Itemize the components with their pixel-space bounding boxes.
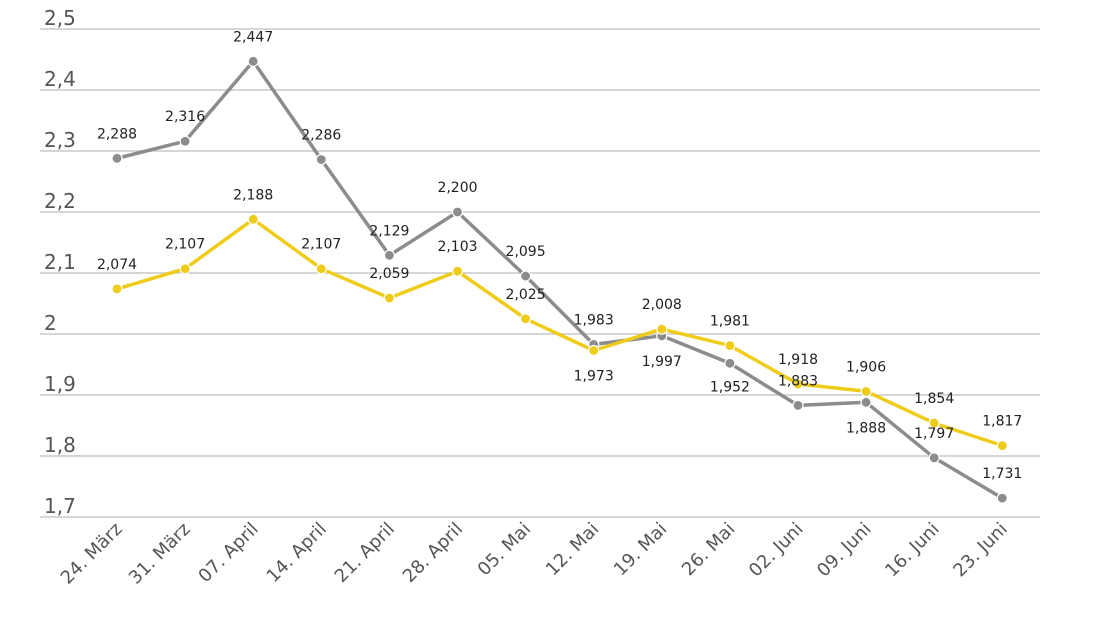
y-tick-label: 2,2	[44, 189, 76, 213]
data-label: 2,288	[97, 126, 137, 142]
data-label: 1,952	[710, 379, 750, 395]
y-tick-label: 2,1	[44, 250, 76, 274]
x-tick-label: 16. Juni	[881, 519, 944, 582]
data-point	[656, 323, 668, 335]
data-point	[724, 357, 736, 369]
y-tick-label: 2,3	[44, 128, 76, 152]
x-tick-label: 19. Mai	[610, 519, 671, 580]
y-tick-label: 2	[44, 311, 57, 335]
series-line-0	[115, 59, 1005, 500]
x-tick-label: 21. April	[331, 519, 399, 587]
data-label: 1,997	[642, 354, 682, 370]
data-label: 2,129	[369, 223, 409, 239]
y-tick-label: 2,5	[44, 6, 76, 30]
data-label: 2,286	[301, 128, 341, 144]
data-label: 1,854	[914, 391, 954, 407]
series-line-1	[115, 217, 1005, 448]
data-label: 1,888	[846, 420, 886, 436]
grid-lines	[40, 28, 1040, 518]
data-point	[928, 417, 940, 429]
data-point	[451, 206, 464, 218]
x-tick-label: 07. April	[194, 519, 262, 587]
x-tick-label: 28. April	[399, 519, 467, 587]
data-label: 2,008	[642, 297, 682, 313]
x-tick-label: 12. Mai	[542, 519, 603, 580]
data-point	[588, 344, 600, 357]
data-label: 2,447	[233, 29, 273, 45]
data-label: 1,817	[982, 414, 1022, 430]
x-tick-label: 05. Mai	[474, 519, 535, 580]
data-point	[247, 55, 259, 67]
data-label: 2,059	[369, 266, 409, 282]
data-label: 1,906	[846, 359, 886, 375]
y-axis-ticks: 2,5 2,4 2,3 2,2 2,1 2 1,9 1,8 1,7	[44, 6, 76, 518]
data-label: 2,025	[506, 287, 546, 303]
data-label: 1,883	[778, 373, 818, 389]
data-label: 2,200	[437, 180, 477, 196]
data-labels: 2,288 2,316 2,447 2,286 2,129 2,200 2,095 1,983…	[97, 29, 1022, 482]
data-label: 1,797	[914, 426, 954, 442]
data-label: 2,188	[233, 187, 273, 203]
data-point	[383, 292, 395, 304]
data-point	[179, 263, 191, 275]
x-tick-label: 26. Mai	[678, 519, 739, 580]
y-tick-label: 2,4	[44, 67, 76, 91]
data-label: 2,103	[437, 239, 477, 255]
data-point	[860, 385, 872, 397]
y-tick-label: 1,8	[44, 433, 76, 457]
y-tick-label: 1,7	[44, 494, 76, 518]
data-point	[179, 135, 191, 147]
y-tick-label: 1,9	[44, 372, 76, 396]
data-label: 1,918	[778, 352, 818, 368]
series-lines	[111, 55, 1008, 504]
data-point	[996, 492, 1008, 504]
x-tick-label: 24. März	[57, 519, 127, 589]
data-point	[383, 249, 395, 261]
data-point	[111, 152, 123, 164]
x-tick-label: 02. Juni	[745, 519, 808, 582]
data-point	[724, 339, 736, 352]
data-label: 1,731	[982, 466, 1022, 482]
data-label: 1,983	[574, 312, 614, 328]
data-label: 2,107	[301, 237, 341, 253]
data-point	[111, 283, 123, 295]
data-point	[996, 440, 1008, 452]
data-label: 1,981	[710, 314, 750, 330]
data-point	[315, 153, 327, 166]
x-tick-label: 14. April	[263, 519, 331, 587]
data-point	[792, 378, 804, 390]
data-point	[928, 452, 940, 464]
x-tick-label: 23. Juni	[949, 519, 1012, 582]
data-point	[792, 399, 804, 411]
data-point	[519, 313, 532, 325]
data-label: 2,107	[165, 237, 205, 253]
x-tick-label: 09. Juni	[813, 519, 876, 582]
data-point	[860, 396, 872, 408]
x-tick-label: 31. März	[125, 519, 195, 589]
data-point	[315, 263, 327, 275]
data-label: 2,316	[165, 109, 205, 125]
data-point	[519, 270, 532, 282]
data-point	[247, 213, 259, 225]
data-label: 2,095	[506, 244, 546, 260]
data-label: 2,074	[97, 257, 137, 273]
data-label: 1,973	[574, 368, 614, 384]
data-point	[451, 265, 464, 277]
